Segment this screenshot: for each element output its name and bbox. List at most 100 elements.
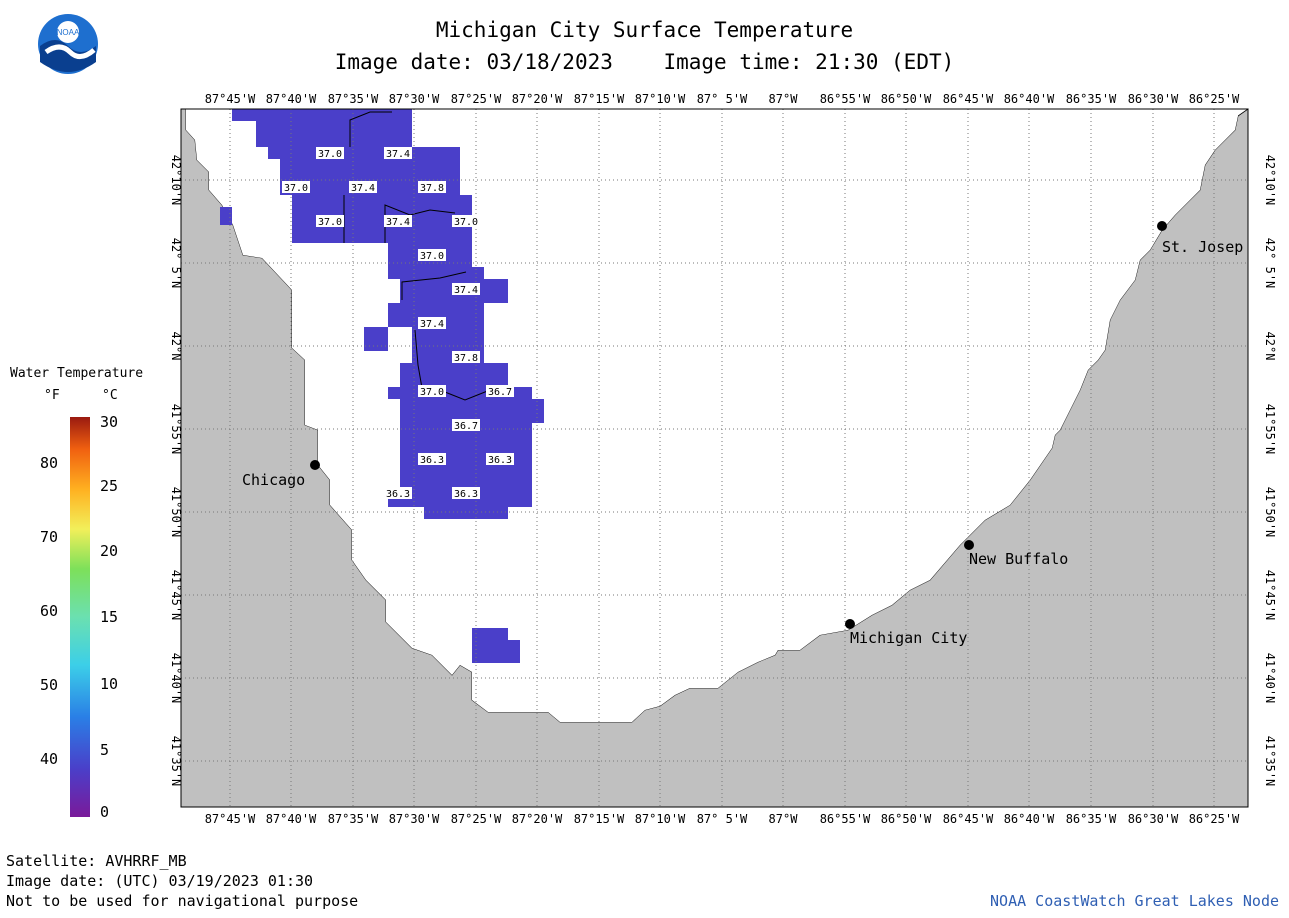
lon-label-bottom: 86°40'W (1004, 812, 1055, 826)
legend-c-tick: 20 (100, 542, 118, 560)
legend-c-tick: 5 (100, 741, 109, 759)
lon-label-bottom: 86°55'W (820, 812, 871, 826)
temp-label-box (316, 147, 344, 159)
temp-label-box (452, 419, 480, 431)
temp-label: 36.3 (488, 455, 512, 466)
lon-label-bottom: 87°W (769, 812, 799, 826)
temp-label: 37.0 (284, 183, 308, 194)
temp-label-box (349, 181, 377, 193)
lon-label-top: 87°W (769, 92, 799, 106)
lon-label-top: 86°40'W (1004, 92, 1055, 106)
lat-label-right: 42°N (1263, 332, 1277, 361)
lat-label-left: 41°35'N (169, 736, 183, 787)
temp-label-box (384, 215, 412, 227)
legend-f-tick: 80 (40, 454, 58, 472)
temp-label-box (486, 453, 514, 465)
temp-label: 37.0 (454, 217, 478, 228)
lon-label-bottom: 87°40'W (266, 812, 317, 826)
temp-label: 37.4 (386, 217, 410, 228)
lat-label-right: 41°55'N (1263, 404, 1277, 455)
lat-label-right: 41°40'N (1263, 653, 1277, 704)
chicago-label: Chicago (242, 471, 305, 489)
lon-label-bottom: 87°15'W (574, 812, 625, 826)
lon-label-bottom: 86°50'W (881, 812, 932, 826)
legend-f-tick: 40 (40, 750, 58, 768)
temp-label: 37.4 (420, 319, 444, 330)
temp-label-box (452, 351, 480, 363)
lat-label-left: 41°50'N (169, 487, 183, 538)
new-buffalo-marker (964, 540, 974, 550)
st-joseph-label: St. Josep (1162, 238, 1243, 256)
lat-label-right: 42° 5'N (1263, 238, 1277, 289)
lon-label-bottom: 87°25'W (451, 812, 502, 826)
temp-label-box (418, 317, 446, 329)
temp-label-box (282, 181, 310, 193)
lat-label-right: 42°10'N (1263, 155, 1277, 206)
lat-label-left: 42°N (169, 332, 183, 361)
temp-label: 36.3 (454, 489, 478, 500)
lon-label-bottom: 86°30'W (1128, 812, 1179, 826)
lon-label-bottom: 87°20'W (512, 812, 563, 826)
lon-label-bottom: 87° 5'W (697, 812, 748, 826)
lat-label-left: 41°40'N (169, 653, 183, 704)
temp-label: 37.8 (420, 183, 444, 194)
page-title: Michigan City Surface Temperature (435, 18, 854, 42)
legend-c-tick: 0 (100, 803, 109, 821)
legend-title: Water Temperature (10, 366, 144, 381)
temp-label: 36.3 (386, 489, 410, 500)
temp-label-box (384, 487, 412, 499)
legend-f-tick: 60 (40, 602, 58, 620)
legend-c-tick: 15 (100, 608, 118, 626)
temp-label: 37.0 (318, 217, 342, 228)
lat-label-left: 41°45'N (169, 570, 183, 621)
legend-unit-f: °F (44, 388, 60, 403)
lon-label-top: 87°25'W (451, 92, 502, 106)
legend-c-tick: 30 (100, 413, 118, 431)
temp-label-box (418, 453, 446, 465)
lon-label-top: 87°20'W (512, 92, 563, 106)
legend-f-tick: 70 (40, 528, 58, 546)
legend-f-tick: 50 (40, 676, 58, 694)
lon-label-top: 87°40'W (266, 92, 317, 106)
temp-label-box (452, 215, 480, 227)
lat-label-right: 41°45'N (1263, 570, 1277, 621)
lon-label-bottom: 87°10'W (635, 812, 686, 826)
lon-label-top: 86°25'W (1189, 92, 1240, 106)
temp-label-box (486, 385, 514, 397)
legend-c-tick: 25 (100, 477, 118, 495)
lon-label-top: 87°30'W (389, 92, 440, 106)
lat-label-right: 41°50'N (1263, 487, 1277, 538)
lat-label-left: 42° 5'N (169, 238, 183, 289)
lon-label-top: 86°35'W (1066, 92, 1117, 106)
noaa-logo: NOAA (38, 14, 98, 74)
lon-label-top: 86°45'W (943, 92, 994, 106)
temp-label: 36.7 (488, 387, 512, 398)
temp-label-box (418, 249, 446, 261)
lon-label-top: 87°35'W (328, 92, 379, 106)
new-buffalo-label: New Buffalo (969, 550, 1068, 568)
temp-label: 37.0 (420, 387, 444, 398)
lon-label-top: 86°50'W (881, 92, 932, 106)
lon-label-bottom: 86°35'W (1066, 812, 1117, 826)
disclaimer: Not to be used for navigational purpose (6, 892, 359, 910)
temp-label: 37.0 (318, 149, 342, 160)
utc-date: Image date: (UTC) 03/19/2023 01:30 (6, 872, 314, 890)
lat-label-left: 41°55'N (169, 404, 183, 455)
temp-label-box (384, 147, 412, 159)
lon-label-bottom: 87°30'W (389, 812, 440, 826)
lon-label-top: 87°10'W (635, 92, 686, 106)
chicago-marker (310, 460, 320, 470)
temp-label-box (418, 385, 446, 397)
temp-label-box (452, 283, 480, 295)
lon-label-top: 86°55'W (820, 92, 871, 106)
lon-label-bottom: 86°25'W (1189, 812, 1240, 826)
lat-label-right: 41°35'N (1263, 736, 1277, 787)
lon-label-top: 86°30'W (1128, 92, 1179, 106)
image-date-time: Image date: 03/18/2023 Image time: 21:30… (334, 50, 955, 74)
legend-unit-c: °C (102, 388, 118, 403)
svg-text:NOAA: NOAA (57, 28, 80, 37)
legend-c-tick: 10 (100, 675, 118, 693)
temp-label: 37.4 (454, 285, 478, 296)
temp-label: 36.3 (420, 455, 444, 466)
